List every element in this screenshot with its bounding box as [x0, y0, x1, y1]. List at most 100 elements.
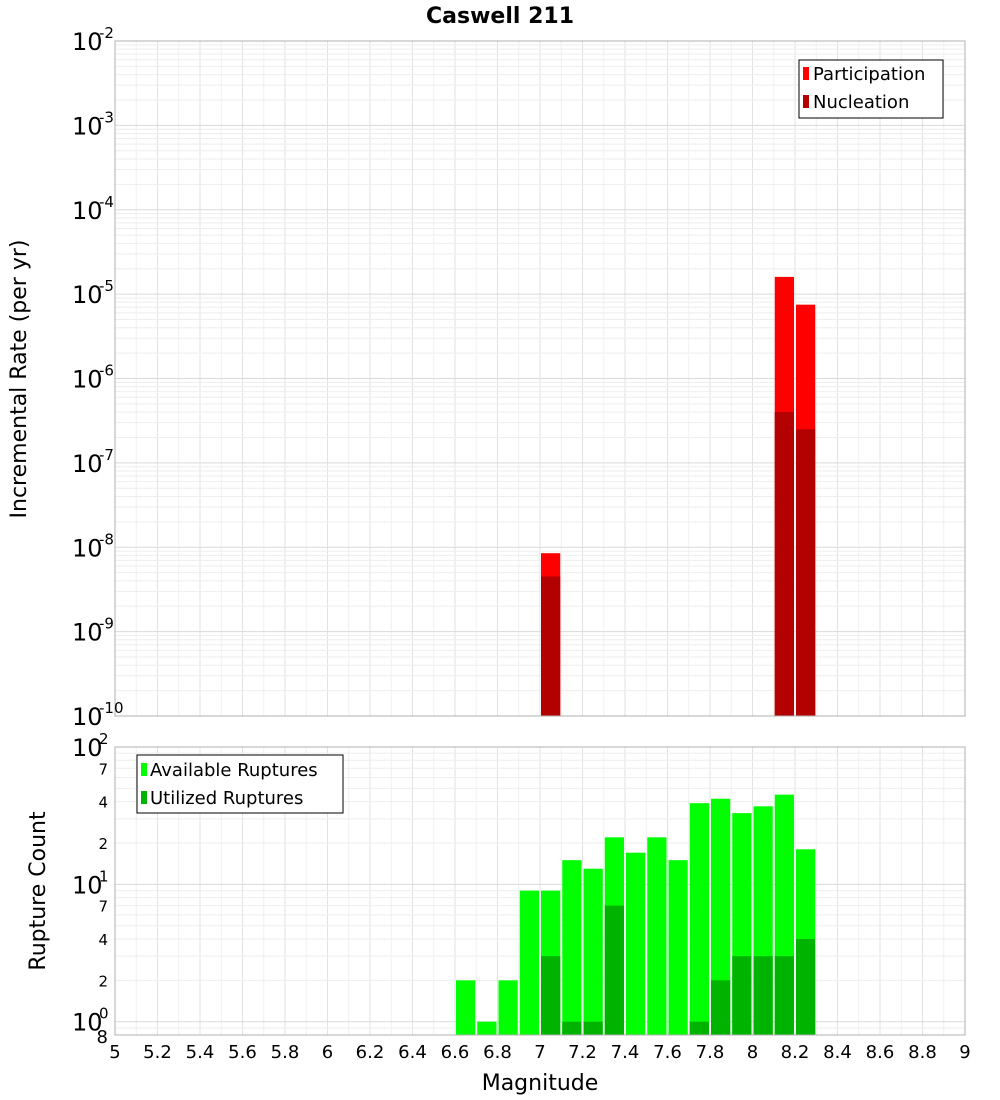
count-yminor-label: 4	[98, 931, 108, 949]
count-bar-a	[647, 837, 667, 1035]
x-tick-label: 7	[534, 1042, 545, 1063]
rate-y-axis-label: Incremental Rate (per yr)	[7, 240, 32, 519]
count-bar-b	[796, 939, 816, 1035]
rate-ytick-exponent: -6	[99, 362, 114, 380]
x-axis-label: Magnitude	[482, 1071, 599, 1096]
x-tick-label: 7.8	[696, 1042, 725, 1063]
x-tick-label: 9	[959, 1042, 970, 1063]
available-legend-swatch	[141, 763, 147, 776]
count-bar-b	[562, 1021, 582, 1035]
count-ytick-exponent: 2	[99, 730, 109, 748]
count-bar-a	[689, 803, 709, 1035]
rate-bars	[541, 276, 816, 716]
x-tick-label: 7.2	[568, 1042, 597, 1063]
x-tick-label: 8.2	[781, 1042, 810, 1063]
chart-title: Caswell 211	[426, 4, 574, 29]
rate-ytick-exponent: -2	[99, 24, 114, 42]
rate-ytick-exponent: -10	[99, 699, 124, 717]
count-bar-a	[456, 980, 476, 1035]
utilized-legend-label: Utilized Ruptures	[150, 788, 303, 809]
x-tick-label: 7.4	[611, 1042, 640, 1063]
count-yminor-label: 8	[97, 1027, 108, 1048]
rate-legend: Participation Nucleation	[798, 59, 944, 119]
rate-bar-b	[774, 412, 794, 716]
x-tick-label: 8.6	[866, 1042, 895, 1063]
count-bar-a	[562, 860, 582, 1035]
count-bar-a	[668, 860, 688, 1035]
x-tick-label: 5.4	[186, 1042, 215, 1063]
rate-ytick-label: 10	[72, 703, 103, 731]
x-tick-label: 5.6	[228, 1042, 257, 1063]
rate-ytick-label: 10	[72, 450, 103, 478]
x-tick-label: 5.2	[143, 1042, 172, 1063]
rate-grid	[114, 40, 966, 717]
x-tick-label: 7.6	[653, 1042, 682, 1063]
rate-ytick-exponent: -8	[99, 530, 114, 548]
count-yminor-label: 2	[98, 972, 108, 990]
rate-ytick-label: 10	[72, 112, 103, 140]
rate-bar-b	[541, 576, 561, 716]
count-ytick-label: 10	[72, 734, 103, 762]
available-legend-label: Available Ruptures	[150, 760, 318, 781]
x-tick-label: 6	[322, 1042, 333, 1063]
count-yminor-label: 7	[98, 898, 108, 916]
count-bar-b	[732, 956, 752, 1035]
x-tick-label: 5	[109, 1042, 120, 1063]
rate-ytick-exponent: -5	[99, 277, 114, 295]
count-ytick-exponent: 0	[99, 1005, 109, 1023]
count-bar-a	[626, 852, 646, 1035]
x-tick-label: 8	[747, 1042, 758, 1063]
count-bar-b	[541, 956, 561, 1035]
rate-ytick-exponent: -7	[99, 446, 114, 464]
rate-ytick-label: 10	[72, 619, 103, 647]
count-bar-a	[519, 890, 539, 1035]
count-plot-border	[114, 746, 966, 1036]
rate-ytick-label: 10	[72, 366, 103, 394]
x-tick-label: 6.8	[483, 1042, 512, 1063]
count-bar-a	[711, 798, 731, 1035]
count-bar-a	[498, 980, 518, 1035]
x-tick-label: 8.8	[908, 1042, 937, 1063]
x-tick-label: 6.2	[356, 1042, 385, 1063]
utilized-legend-swatch	[141, 791, 147, 804]
count-bar-a	[477, 1021, 497, 1035]
count-bars	[456, 794, 816, 1035]
count-yminor-label: 2	[98, 835, 108, 853]
count-legend-box	[136, 754, 344, 814]
rate-legend-box	[798, 59, 944, 119]
count-yminor-label: 4	[98, 794, 108, 812]
rate-bar-b	[796, 429, 816, 716]
nucleation-legend-swatch	[803, 95, 809, 108]
rate-ytick-label: 10	[72, 28, 103, 56]
x-tick-label: 6.6	[441, 1042, 470, 1063]
count-ytick-label: 10	[72, 871, 103, 899]
count-bar-a	[583, 868, 603, 1035]
count-ytick-label: 10	[72, 1009, 103, 1037]
rate-plot-border	[114, 40, 966, 717]
rate-ytick-exponent: -9	[99, 615, 114, 633]
participation-legend-swatch	[803, 67, 809, 80]
rate-ytick-exponent: -4	[99, 193, 114, 211]
rate-ytick-label: 10	[72, 197, 103, 225]
x-tick-label: 5.8	[271, 1042, 300, 1063]
rate-ytick-label: 10	[72, 534, 103, 562]
count-y-axis-label: Rupture Count	[26, 811, 51, 971]
x-ticks: 5 5.2 5.4 5.6 5.8 6 6.2 6.4 6.6 6.8 7 7.2 7.4 7.6 7.8 8…	[109, 1042, 970, 1063]
count-bar-b	[711, 980, 731, 1035]
count-legend: Available Ruptures Utilized Ruptures	[136, 754, 344, 814]
count-bar-b	[753, 956, 773, 1035]
count-yminor-label: 7	[98, 760, 108, 778]
rate-ytick-exponent: -3	[99, 108, 114, 126]
participation-legend-label: Participation	[813, 64, 925, 85]
count-bar-b	[583, 1021, 603, 1035]
x-tick-label: 8.4	[823, 1042, 852, 1063]
x-tick-label: 6.4	[398, 1042, 427, 1063]
rate-ytick-label: 10	[72, 281, 103, 309]
count-bar-b	[604, 905, 624, 1035]
nucleation-legend-label: Nucleation	[813, 92, 909, 113]
